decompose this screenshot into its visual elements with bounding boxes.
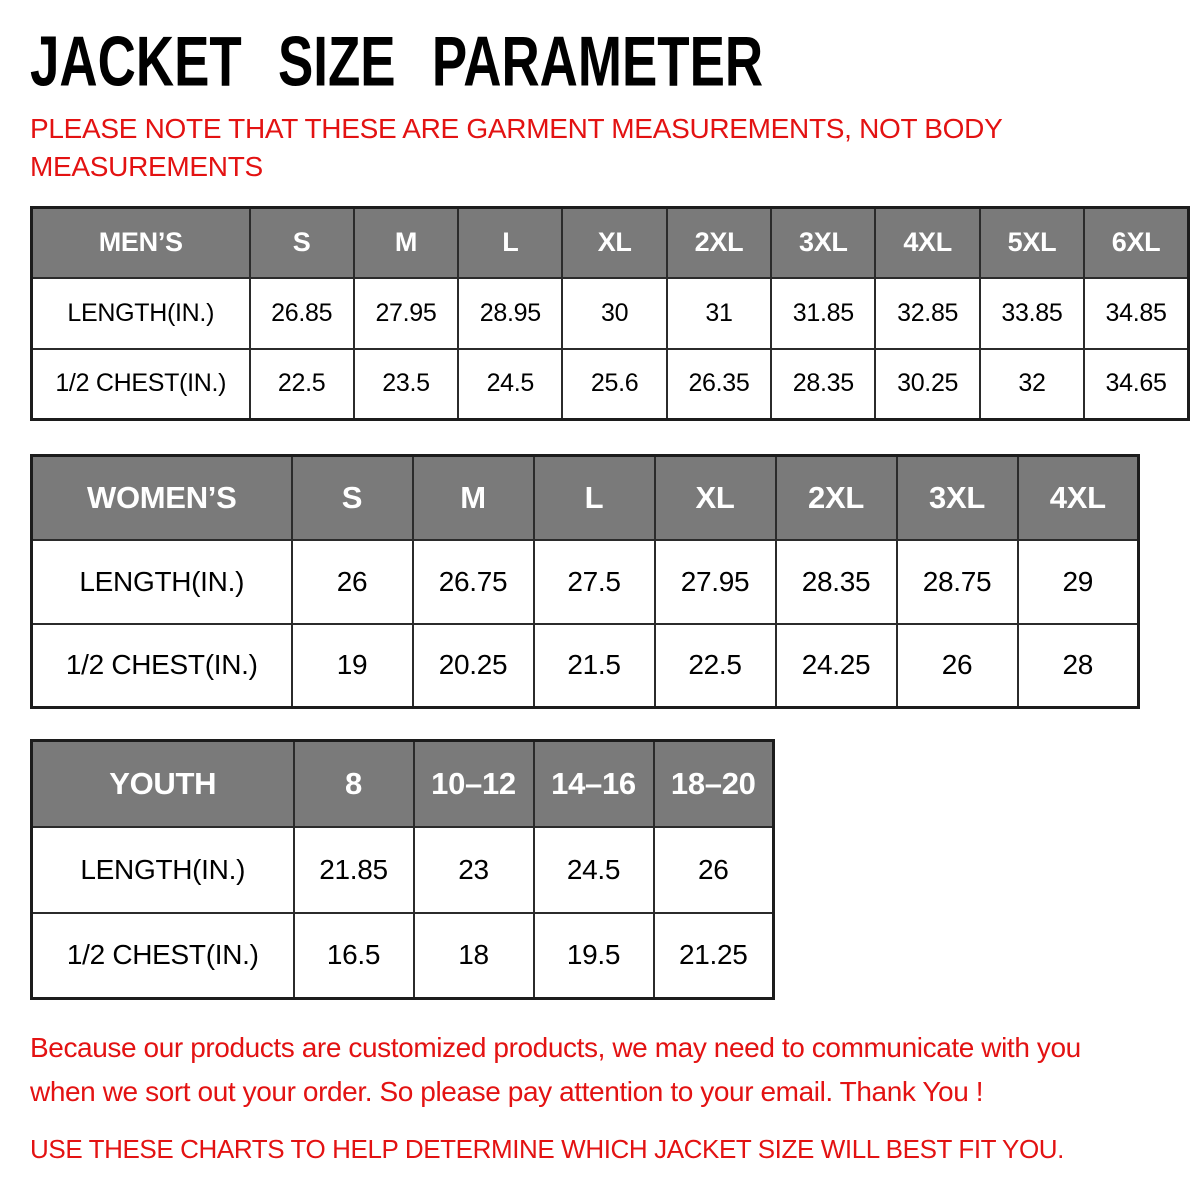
size-column-header: S — [290, 454, 414, 541]
page-title: JACKET SIZE PARAMETER — [30, 23, 1200, 101]
size-column-header: M — [411, 454, 535, 541]
charts-usage-note: USE THESE CHARTS TO HELP DETERMINE WHICH… — [30, 1134, 1064, 1164]
page-title-text: JACKET SIZE PARAMETER — [30, 23, 764, 101]
value-cell: 24.5 — [457, 347, 564, 421]
value-cell: 32 — [978, 347, 1086, 421]
size-column-header: M — [352, 206, 460, 279]
value-cell: 27.95 — [352, 276, 460, 350]
value-cell: 21.5 — [532, 622, 656, 709]
value-cell: 27.5 — [532, 538, 656, 625]
value-cell: 23 — [412, 825, 535, 914]
table-name-cell-mens: MEN’S — [30, 206, 251, 279]
size-column-header: 10–12 — [412, 739, 535, 828]
size-column-header: L — [532, 454, 656, 541]
size-column-header: S — [248, 206, 355, 279]
size-column-header: 5XL — [978, 206, 1086, 279]
value-cell: 26 — [895, 622, 1019, 709]
value-cell: 22.5 — [248, 347, 355, 421]
row-label-cell: LENGTH(IN.) — [30, 538, 293, 625]
size-header-row: YOUTH 8 10–12 14–16 18–20 — [30, 739, 775, 828]
size-column-header: 14–16 — [532, 739, 655, 828]
measurement-row: LENGTH(IN.) 26 26.75 27.5 27.95 28.35 28.75 29 — [30, 538, 1140, 625]
size-column-header: XL — [561, 206, 668, 279]
value-cell: 32.85 — [874, 276, 981, 350]
value-cell: 26.85 — [248, 276, 355, 350]
size-table-youth: YOUTH 8 10–12 14–16 18–20 LENGTH(IN.) 21.85 23 2… — [30, 739, 775, 1000]
value-cell: 23.5 — [352, 347, 460, 421]
customization-notice-line-1: Because our products are customized prod… — [30, 1032, 1081, 1063]
measurement-row: LENGTH(IN.) 26.85 27.95 28.95 30 31 31.85 32.85… — [30, 276, 1190, 350]
measurement-row: 1/2 CHEST(IN.) 16.5 18 19.5 21.25 — [30, 911, 775, 1000]
value-cell: 26 — [652, 825, 775, 914]
garment-measurement-note: PLEASE NOTE THAT THESE ARE GARMENT MEASU… — [30, 110, 1200, 186]
size-column-header: 18–20 — [652, 739, 775, 828]
value-cell: 30 — [561, 276, 668, 350]
size-table-womens: WOMEN’S S M L XL 2XL 3XL 4XL LENGTH(IN.) 26 26.75 2… — [30, 454, 1140, 709]
value-cell: 26.75 — [411, 538, 535, 625]
measurement-row: 1/2 CHEST(IN.) 19 20.25 21.5 22.5 24.25 26 28 — [30, 622, 1140, 709]
value-cell: 28.95 — [457, 276, 564, 350]
value-cell: 31.85 — [770, 276, 877, 350]
row-label-cell: 1/2 CHEST(IN.) — [30, 911, 295, 1000]
table-name-cell-womens: WOMEN’S — [30, 454, 293, 541]
note-line-2: MEASUREMENTS — [30, 151, 263, 182]
measurement-row: LENGTH(IN.) 21.85 23 24.5 26 — [30, 825, 775, 914]
value-cell: 28 — [1016, 622, 1140, 709]
value-cell: 24.25 — [774, 622, 898, 709]
value-cell: 26.35 — [665, 347, 773, 421]
value-cell: 20.25 — [411, 622, 535, 709]
value-cell: 28.35 — [770, 347, 877, 421]
value-cell: 16.5 — [292, 911, 415, 1000]
size-column-header: 2XL — [774, 454, 898, 541]
row-label-cell: LENGTH(IN.) — [30, 825, 295, 914]
value-cell: 21.85 — [292, 825, 415, 914]
value-cell: 27.95 — [653, 538, 777, 625]
value-cell: 28.75 — [895, 538, 1019, 625]
size-header-row: MEN’S S M L XL 2XL 3XL 4XL 5XL 6XL — [30, 206, 1190, 279]
row-label-cell: 1/2 CHEST(IN.) — [30, 347, 251, 421]
measurement-row: 1/2 CHEST(IN.) 22.5 23.5 24.5 25.6 26.35 28.35… — [30, 347, 1190, 421]
value-cell: 33.85 — [978, 276, 1086, 350]
value-cell: 19 — [290, 622, 414, 709]
value-cell: 30.25 — [874, 347, 981, 421]
value-cell: 18 — [412, 911, 535, 1000]
value-cell: 28.35 — [774, 538, 898, 625]
size-column-header: XL — [653, 454, 777, 541]
size-parameter-page: JACKET SIZE PARAMETER PLEASE NOTE THAT T… — [30, 23, 1200, 1164]
row-label-cell: 1/2 CHEST(IN.) — [30, 622, 293, 709]
value-cell: 34.85 — [1083, 276, 1190, 350]
size-column-header: 6XL — [1083, 206, 1190, 279]
value-cell: 31 — [665, 276, 773, 350]
size-column-header: 2XL — [665, 206, 773, 279]
size-column-header: 4XL — [1016, 454, 1140, 541]
value-cell: 34.65 — [1083, 347, 1190, 421]
size-table-mens: MEN’S S M L XL 2XL 3XL 4XL 5XL 6XL LENGTH(IN.) 26.8… — [30, 206, 1190, 421]
size-column-header: 4XL — [874, 206, 981, 279]
value-cell: 22.5 — [653, 622, 777, 709]
note-line-1: PLEASE NOTE THAT THESE ARE GARMENT MEASU… — [30, 113, 1003, 144]
value-cell: 19.5 — [532, 911, 655, 1000]
customization-notice: Because our products are customized prod… — [30, 1026, 1200, 1114]
value-cell: 24.5 — [532, 825, 655, 914]
value-cell: 29 — [1016, 538, 1140, 625]
size-column-header: 3XL — [770, 206, 877, 279]
size-column-header: 8 — [292, 739, 415, 828]
row-label-cell: LENGTH(IN.) — [30, 276, 251, 350]
size-tables: MEN’S S M L XL 2XL 3XL 4XL 5XL 6XL LENGTH(IN.) 26.8… — [30, 206, 1200, 1000]
value-cell: 21.25 — [652, 911, 775, 1000]
value-cell: 25.6 — [561, 347, 668, 421]
size-column-header: 3XL — [895, 454, 1019, 541]
customization-notice-line-2: when we sort out your order. So please p… — [30, 1076, 984, 1107]
size-header-row: WOMEN’S S M L XL 2XL 3XL 4XL — [30, 454, 1140, 541]
value-cell: 26 — [290, 538, 414, 625]
table-name-cell-youth: YOUTH — [30, 739, 295, 828]
size-column-header: L — [457, 206, 564, 279]
